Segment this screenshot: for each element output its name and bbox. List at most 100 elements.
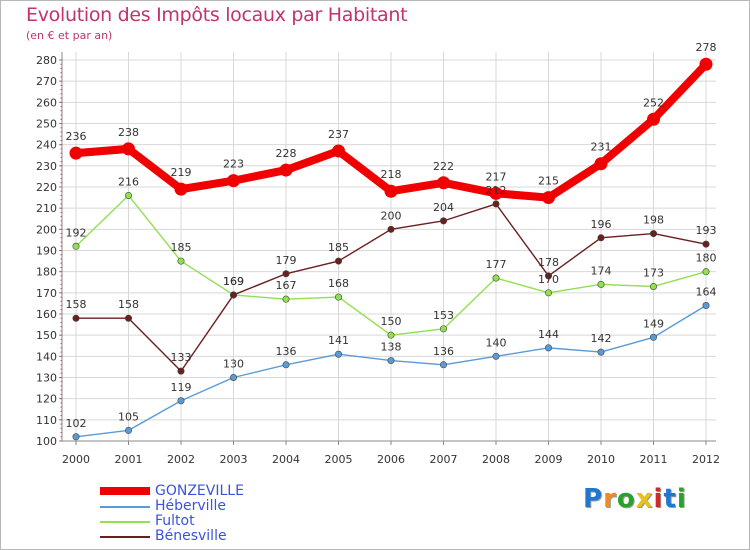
- proxiti-logo: Proxiti: [583, 484, 687, 514]
- data-label: 252: [643, 96, 664, 109]
- data-label: 278: [696, 41, 717, 54]
- data-label: 236: [66, 130, 87, 143]
- data-point: [387, 225, 395, 233]
- data-label: 141: [328, 334, 349, 347]
- x-tick-label: 2005: [325, 453, 353, 466]
- data-label: 136: [276, 345, 297, 358]
- y-tick-label: 190: [36, 245, 57, 258]
- logo-letter: t: [663, 484, 677, 514]
- data-label: 153: [433, 309, 454, 322]
- data-point: [492, 274, 500, 282]
- data-label: 140: [486, 336, 507, 349]
- data-point: [125, 426, 133, 434]
- data-point: [282, 270, 290, 278]
- data-point: [177, 257, 185, 265]
- logo-letter: i: [653, 484, 664, 514]
- data-label: 150: [381, 315, 402, 328]
- data-point: [72, 242, 80, 250]
- x-tick-label: 2010: [587, 453, 615, 466]
- data-label: 174: [591, 264, 612, 277]
- y-tick-label: 180: [36, 266, 57, 279]
- data-point: [439, 217, 447, 225]
- x-tick-label: 2002: [167, 453, 195, 466]
- data-label: 222: [433, 160, 454, 173]
- data-point: [649, 230, 657, 238]
- data-label: 158: [118, 298, 139, 311]
- x-tick-label: 2000: [62, 453, 90, 466]
- data-point: [282, 295, 290, 303]
- data-point: [174, 182, 188, 196]
- data-label: 133: [171, 351, 192, 364]
- y-tick-label: 200: [36, 223, 57, 236]
- logo-letter: o: [616, 484, 636, 514]
- chart-subtitle: (en € et par an): [26, 29, 113, 42]
- y-tick-label: 100: [36, 435, 57, 448]
- data-label: 173: [643, 266, 664, 279]
- data-label: 138: [381, 341, 402, 354]
- data-label: 102: [66, 417, 87, 430]
- y-tick-label: 160: [36, 308, 57, 321]
- data-label: 193: [696, 224, 717, 237]
- data-label: 228: [276, 147, 297, 160]
- data-labels: 236 238 219 223 228 237 218 222 217 215 231 252 278 1…: [66, 41, 717, 430]
- data-point: [332, 144, 345, 158]
- data-point: [122, 142, 135, 156]
- data-point: [282, 361, 290, 369]
- data-label: 177: [486, 258, 507, 271]
- y-tick-label: 270: [36, 75, 57, 88]
- data-point: [387, 331, 395, 339]
- data-label: 167: [276, 279, 297, 292]
- data-label: 170: [538, 273, 559, 286]
- data-label: 144: [538, 328, 559, 341]
- x-tick-label: 2008: [482, 453, 510, 466]
- x-tick-label: 2012: [692, 453, 720, 466]
- x-tick-label: 2006: [377, 453, 405, 466]
- data-label: 149: [643, 317, 664, 330]
- data-point: [177, 397, 185, 405]
- data-point: [69, 146, 83, 160]
- legend-swatch-heberville: [100, 506, 150, 508]
- data-point: [439, 325, 447, 333]
- data-label: 200: [381, 209, 402, 222]
- data-label: 231: [591, 141, 612, 154]
- y-tick-label: 250: [36, 118, 57, 131]
- y-tick-label: 140: [36, 350, 57, 363]
- data-point: [649, 282, 657, 290]
- data-point: [489, 186, 503, 200]
- x-tick-label: 2011: [640, 453, 668, 466]
- data-label: 237: [328, 128, 349, 141]
- data-point: [542, 191, 555, 205]
- data-point: [334, 293, 342, 301]
- data-label: 105: [118, 410, 139, 423]
- data-point: [702, 268, 710, 276]
- data-point: [279, 163, 293, 177]
- data-point: [597, 234, 605, 242]
- data-point: [230, 291, 238, 299]
- data-label: 215: [538, 175, 559, 188]
- data-label: 158: [66, 298, 87, 311]
- data-point: [702, 302, 710, 310]
- y-tick-label: 210: [36, 202, 57, 215]
- data-label: 185: [171, 241, 192, 254]
- data-label: 212: [486, 184, 507, 197]
- data-point: [334, 350, 342, 358]
- data-point: [230, 373, 238, 381]
- legend-label-benesville: Bénesville: [155, 528, 227, 544]
- logo-letter: P: [583, 484, 604, 514]
- data-label: 219: [171, 166, 192, 179]
- y-tick-label: 220: [36, 181, 57, 194]
- data-label: 164: [696, 286, 717, 299]
- chart-title: Evolution des Impôts locaux par Habitant: [26, 4, 408, 26]
- x-tick-label: 2004: [272, 453, 300, 466]
- data-label: 238: [118, 126, 139, 139]
- logo-letter: i: [676, 484, 687, 514]
- data-label: 196: [591, 218, 612, 231]
- data-point: [594, 157, 608, 171]
- data-point: [544, 272, 552, 280]
- axes: 100 110 120 130 140 150 160 170 180 190 200 210 220 2…: [36, 52, 720, 466]
- series-layer: [69, 57, 713, 441]
- y-tick-label: 150: [36, 329, 57, 342]
- data-label: 178: [538, 256, 559, 269]
- y-tick-label: 230: [36, 160, 57, 173]
- data-label: 119: [171, 381, 192, 394]
